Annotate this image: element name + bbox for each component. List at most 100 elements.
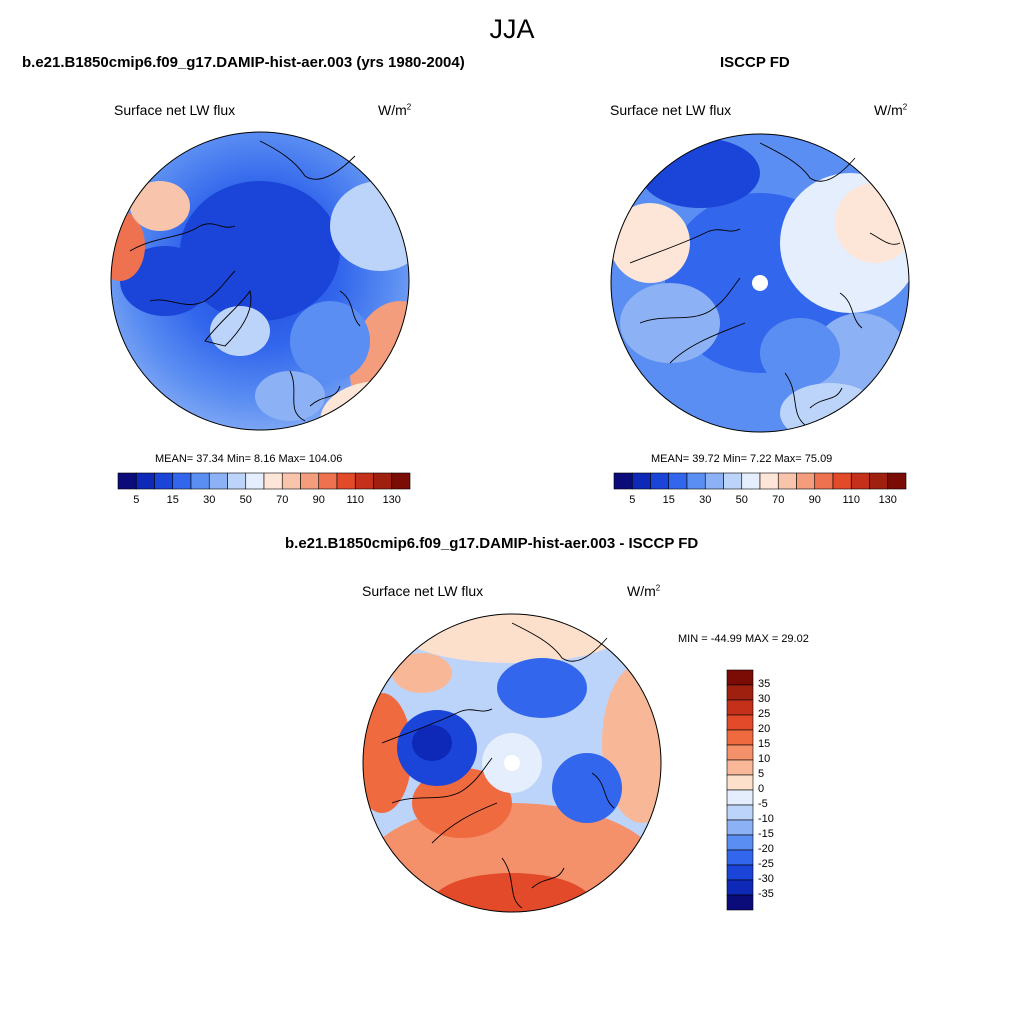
colorbar-swatch [726, 894, 754, 911]
panel-obs-units-label: W/m2 [874, 102, 908, 118]
panel-diff-variable-label: Surface net LW flux [362, 583, 484, 599]
colorbar-swatch [318, 472, 338, 490]
colorbar-swatch [650, 472, 670, 490]
colorbar-swatch [300, 472, 320, 490]
colorbar-swatch [777, 472, 797, 490]
colorbar-tick-label: 70 [276, 494, 289, 506]
colorbar-swatch [245, 472, 265, 490]
panel-model-units-label: W/m2 [378, 102, 412, 118]
colorbar-swatch [154, 472, 174, 490]
panel-model-map [110, 131, 410, 431]
colorbar-swatch [726, 714, 754, 731]
colorbar-swatch [832, 472, 852, 490]
colorbar-swatch [613, 472, 633, 490]
colorbar-swatch [759, 472, 779, 490]
colorbar-swatch [726, 849, 754, 866]
colorbar-swatch [726, 699, 754, 716]
colorbar-swatch [263, 472, 283, 490]
panel-diff-title: b.e21.B1850cmip6.f09_g17.DAMIP-hist-aer.… [285, 535, 699, 552]
colorbar-swatch [726, 744, 754, 761]
colorbar-swatch [726, 819, 754, 836]
colorbar-tick-label: -35 [758, 888, 774, 900]
colorbar-swatch [686, 472, 706, 490]
panel-model-colorbar-ticks: 5 15 30 50 70 90 110 130 [118, 494, 410, 508]
colorbar-tick-label: 25 [758, 708, 771, 720]
panel-model-colorbar [117, 472, 411, 490]
colorbar-tick-label: 90 [312, 494, 325, 506]
colorbar-swatch [726, 729, 754, 746]
colorbar-swatch [336, 472, 356, 490]
colorbar-tick-label: 90 [808, 494, 821, 506]
panel-diff-stats: MIN = -44.99 MAX = 29.02 [678, 633, 809, 645]
colorbar-swatch [726, 669, 754, 686]
colorbar-tick-label: -30 [758, 873, 774, 885]
colorbar-swatch [373, 472, 393, 490]
colorbar-tick-label: 10 [758, 753, 771, 765]
colorbar-swatch [726, 684, 754, 701]
colorbar-tick-label: -20 [758, 843, 774, 855]
colorbar-tick-label: 15 [166, 494, 179, 506]
colorbar-swatch [723, 472, 743, 490]
panel-obs-map [610, 133, 910, 433]
panel-model-variable-label: Surface net LW flux [114, 102, 236, 118]
colorbar-swatch [887, 472, 907, 490]
colorbar-tick-label: 70 [772, 494, 785, 506]
colorbar-swatch [726, 789, 754, 806]
figure-title: JJA [489, 14, 535, 44]
colorbar-swatch [631, 472, 651, 490]
colorbar-tick-label: 30 [758, 693, 771, 705]
colorbar-tick-label: 30 [203, 494, 216, 506]
colorbar-swatch [726, 834, 754, 851]
colorbar-swatch [726, 864, 754, 881]
colorbar-tick-label: 35 [758, 678, 771, 690]
colorbar-tick-label: 30 [699, 494, 712, 506]
colorbar-tick-label: -5 [758, 798, 768, 810]
colorbar-swatch [391, 472, 411, 490]
colorbar-tick-label: -15 [758, 828, 774, 840]
colorbar-swatch [227, 472, 247, 490]
colorbar-swatch [172, 472, 192, 490]
colorbar-swatch [814, 472, 834, 490]
colorbar-swatch [208, 472, 228, 490]
colorbar-tick-label: -10 [758, 813, 774, 825]
colorbar-swatch [281, 472, 301, 490]
colorbar-swatch [726, 804, 754, 821]
colorbar-tick-label: 110 [842, 494, 861, 506]
colorbar-swatch [741, 472, 761, 490]
colorbar-tick-label: 20 [758, 723, 771, 735]
colorbar-tick-label: 5 [133, 494, 140, 506]
panel-obs-variable-label: Surface net LW flux [610, 102, 732, 118]
panel-diff-map [362, 613, 662, 913]
colorbar-tick-label: 5 [758, 768, 765, 780]
colorbar-swatch [726, 759, 754, 776]
colorbar-tick-label: 5 [629, 494, 636, 506]
colorbar-swatch [726, 774, 754, 791]
panel-obs-title: ISCCP FD [720, 54, 790, 71]
colorbar-swatch [190, 472, 210, 490]
panel-diff-units-label: W/m2 [627, 583, 661, 599]
panel-diff-colorbar-ticks: 35 30 25 20 15 10 5 0 -5 -10 -15 -20 -25 -30 -35 [758, 670, 798, 910]
colorbar-swatch [668, 472, 688, 490]
colorbar-swatch [850, 472, 870, 490]
colorbar-swatch [117, 472, 137, 490]
colorbar-tick-label: 0 [758, 783, 765, 795]
panel-obs-colorbar-ticks: 5 15 30 50 70 90 110 130 [614, 494, 906, 508]
panel-model-title: b.e21.B1850cmip6.f09_g17.DAMIP-hist-aer.… [22, 54, 465, 71]
colorbar-tick-label: -25 [758, 858, 774, 870]
colorbar-swatch [354, 472, 374, 490]
colorbar-swatch [869, 472, 889, 490]
colorbar-tick-label: 50 [735, 494, 748, 506]
colorbar-tick-label: 110 [346, 494, 365, 506]
colorbar-tick-label: 130 [382, 494, 401, 506]
colorbar-tick-label: 50 [239, 494, 252, 506]
colorbar-tick-label: 15 [758, 738, 771, 750]
colorbar-tick-label: 130 [878, 494, 897, 506]
colorbar-swatch [704, 472, 724, 490]
panel-obs-colorbar [613, 472, 907, 490]
panel-diff-colorbar [726, 669, 754, 911]
colorbar-swatch [726, 879, 754, 896]
panel-obs-stats: MEAN= 39.72 Min= 7.22 Max= 75.09 [651, 453, 833, 465]
colorbar-tick-label: 15 [662, 494, 675, 506]
panel-model-stats: MEAN= 37.34 Min= 8.16 Max= 104.06 [155, 453, 343, 465]
colorbar-swatch [796, 472, 816, 490]
